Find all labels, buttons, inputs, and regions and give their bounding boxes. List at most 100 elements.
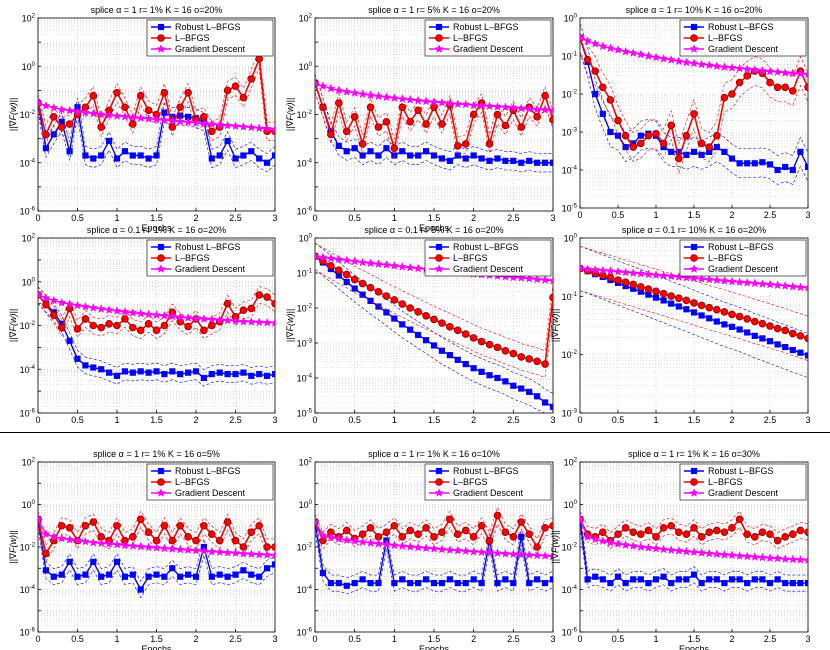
chart-title: splice α = 0.1 r= 1% K = 16 o=20% <box>87 225 226 235</box>
data-point <box>658 270 669 280</box>
data-point <box>207 119 217 129</box>
data-point <box>541 91 549 100</box>
legend-marker <box>689 44 699 53</box>
x-tick-label: 2 <box>471 415 476 425</box>
data-point <box>160 88 169 97</box>
data-point <box>549 521 553 530</box>
y-tick-label: 10-2 <box>297 110 313 120</box>
data-point <box>795 68 806 78</box>
data-point <box>705 303 713 312</box>
data-point <box>598 265 608 275</box>
data-point <box>342 127 351 136</box>
data-point <box>414 530 422 539</box>
data-point <box>728 524 736 532</box>
series-1-upper-band <box>315 73 553 154</box>
data-point <box>192 573 200 580</box>
data-point <box>42 567 49 574</box>
data-point <box>549 159 553 166</box>
data-point <box>797 148 804 155</box>
legend-marker <box>434 264 444 273</box>
data-point <box>65 120 74 128</box>
data-point <box>728 310 736 319</box>
data-point <box>590 264 600 274</box>
data-point <box>129 533 137 541</box>
data-point <box>415 331 422 339</box>
data-point <box>774 166 781 174</box>
data-point <box>177 573 184 580</box>
data-point <box>780 67 790 77</box>
data-point <box>74 573 81 580</box>
data-point <box>240 567 247 574</box>
data-point <box>422 337 430 344</box>
data-point <box>462 155 469 162</box>
data-point <box>390 296 399 304</box>
data-point <box>192 536 200 545</box>
data-point <box>681 272 692 282</box>
data-point <box>742 277 752 287</box>
x-tick-label: 0 <box>312 213 317 223</box>
data-point <box>406 526 415 535</box>
data-point <box>381 92 392 102</box>
data-point <box>159 310 170 320</box>
data-point <box>319 103 327 112</box>
data-point <box>742 64 752 74</box>
data-point <box>327 262 335 270</box>
chart-title: splice α = 1 r= 1% K = 16 o=20% <box>91 5 223 15</box>
data-point <box>112 539 122 549</box>
data-point <box>216 369 223 376</box>
legend-marker <box>435 34 443 42</box>
data-point <box>757 279 768 288</box>
data-point <box>334 266 343 275</box>
data-point <box>49 113 58 121</box>
data-point <box>430 315 438 324</box>
data-point <box>42 549 50 558</box>
data-point <box>319 569 327 577</box>
data-point <box>254 123 264 133</box>
x-tick-label: 0 <box>577 634 582 644</box>
data-point <box>534 159 541 166</box>
data-point <box>254 549 264 559</box>
series-1-lower-band <box>580 290 808 378</box>
data-point <box>405 541 415 551</box>
data-point <box>803 69 808 79</box>
data-point <box>98 366 105 373</box>
data-point <box>765 553 775 563</box>
data-point <box>168 123 177 131</box>
data-point <box>518 159 525 166</box>
data-point <box>145 369 152 376</box>
x-tick-label: 1.5 <box>428 634 441 644</box>
data-point <box>789 166 796 174</box>
data-point <box>583 55 592 64</box>
data-point <box>38 290 43 299</box>
data-point <box>720 528 729 536</box>
data-point <box>445 545 455 554</box>
data-point <box>470 152 477 159</box>
data-point <box>727 550 737 560</box>
chart-title: splice α = 1 r= 1% K = 16 o=5% <box>93 449 220 459</box>
data-point <box>494 580 501 587</box>
data-point <box>334 99 343 107</box>
data-point <box>399 321 406 328</box>
data-point <box>373 91 384 101</box>
x-tick-label: 1 <box>392 415 397 425</box>
legend-label: Robust L–BFGS <box>453 242 519 252</box>
data-point <box>796 526 805 535</box>
data-point <box>200 374 208 382</box>
data-point <box>698 312 705 319</box>
data-point <box>592 90 599 98</box>
data-point <box>374 123 383 131</box>
data-point <box>430 152 438 159</box>
data-point <box>606 96 615 104</box>
data-point <box>422 311 430 320</box>
legend-marker <box>435 478 443 486</box>
data-point <box>502 157 509 164</box>
y-tick-label: 100 <box>299 62 313 72</box>
data-point <box>248 148 255 155</box>
chart-panel-7: 0 0.5 1 1.5 2 2.5 3 10-6 10-4 10-2 100 102 splice α … <box>8 449 278 650</box>
data-point <box>57 104 67 114</box>
data-point <box>254 317 264 327</box>
data-point <box>168 536 177 545</box>
data-point <box>82 152 89 159</box>
x-tick-label: 0.5 <box>612 210 625 220</box>
data-point <box>620 267 631 277</box>
